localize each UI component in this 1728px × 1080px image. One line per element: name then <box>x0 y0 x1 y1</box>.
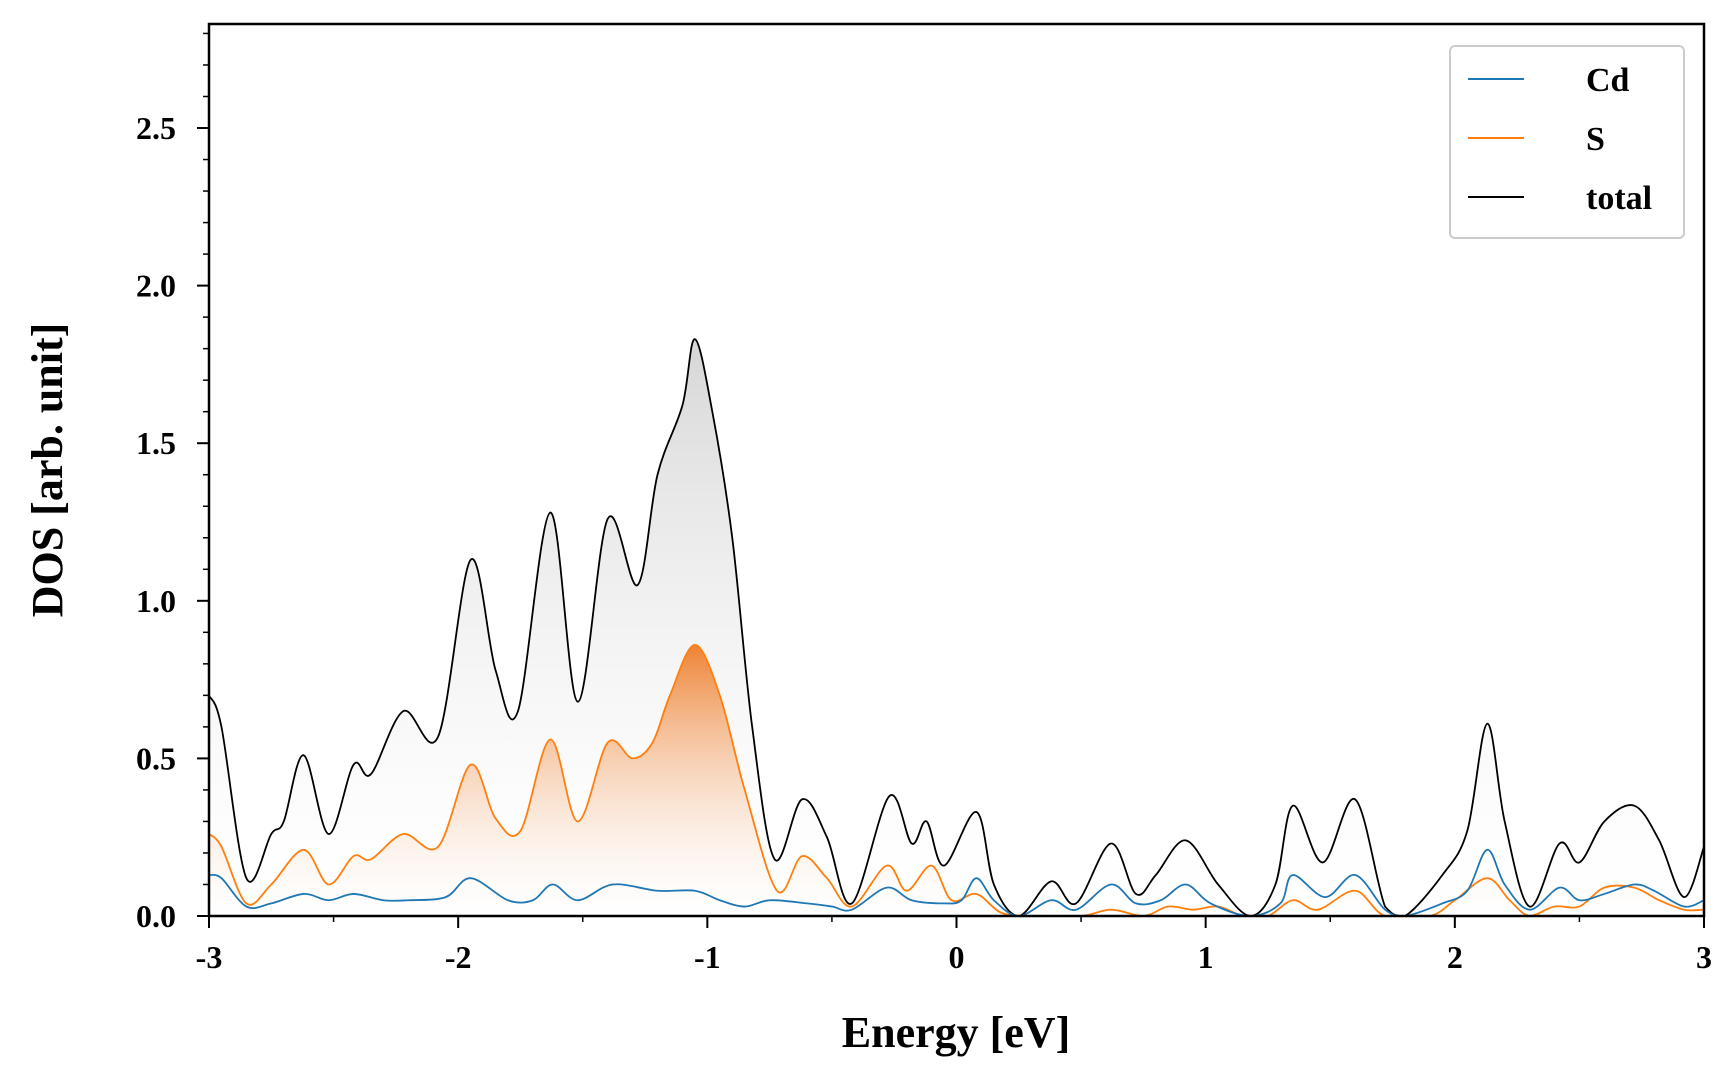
x-tick-label: 2 <box>1447 939 1463 975</box>
series-line-cd <box>209 848 1704 916</box>
y-tick-label: 2.5 <box>136 110 176 146</box>
series-line-total <box>209 338 1704 916</box>
plot-area <box>209 338 1704 916</box>
legend-label-cd: Cd <box>1586 62 1630 99</box>
y-tick-label: 0.0 <box>136 898 176 934</box>
axis-ticks: -3 -2 -1 0 1 2 3 0.0 0.5 1.0 1.5 2.0 2.5 <box>136 32 1712 975</box>
x-axis-label: Energy [eV] <box>842 1008 1071 1057</box>
x-tick-label: 0 <box>949 939 965 975</box>
x-tick-label: -1 <box>694 939 721 975</box>
y-tick-label: 1.0 <box>136 583 176 619</box>
series-fill-s <box>209 644 1704 916</box>
x-tick-label: -2 <box>445 939 472 975</box>
y-tick-label: 1.5 <box>136 425 176 461</box>
y-tick-label: 2.0 <box>136 268 176 304</box>
x-tick-label: 3 <box>1696 939 1712 975</box>
legend-label-total: total <box>1586 180 1652 217</box>
x-tick-label: -3 <box>196 939 223 975</box>
series-fill-total <box>209 339 1704 916</box>
y-tick-label: 0.5 <box>136 740 176 776</box>
legend: Cd S total <box>1449 45 1685 239</box>
x-tick-label: 1 <box>1198 939 1214 975</box>
y-axis-label: DOS [arb. unit] <box>23 323 72 618</box>
legend-frame <box>1449 45 1685 239</box>
legend-label-s: S <box>1586 121 1605 158</box>
